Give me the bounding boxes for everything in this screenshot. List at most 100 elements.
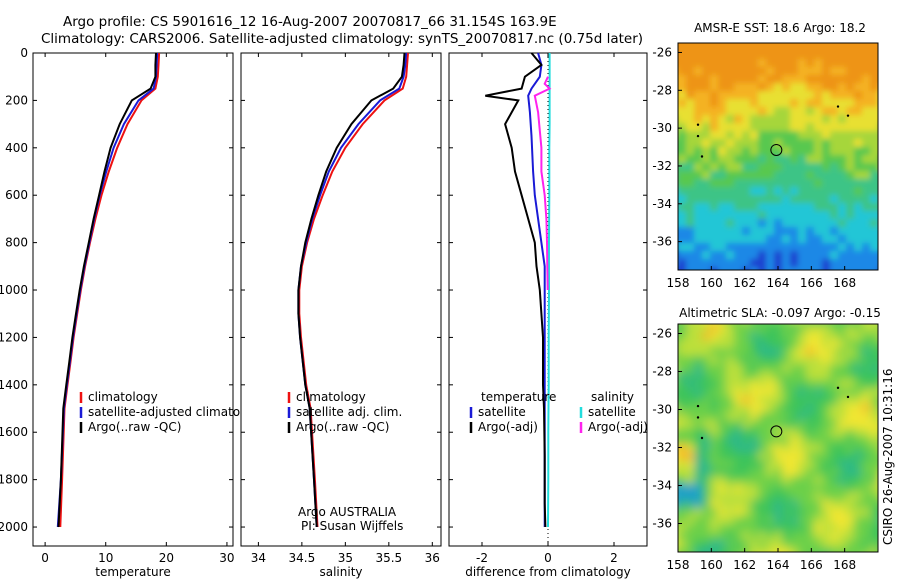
map-cell (862, 444, 871, 453)
map-cell (726, 380, 735, 389)
map-cell (718, 364, 727, 373)
map-cell (742, 540, 751, 549)
map-cell (878, 340, 887, 349)
map-cell (830, 460, 839, 469)
map-cell (870, 59, 878, 68)
map-cell (862, 492, 871, 501)
map-cell (734, 171, 743, 180)
y-tick-label: 1400 (0, 378, 28, 392)
map-cell (742, 259, 751, 268)
map-color-field (678, 324, 887, 552)
map-cell (686, 75, 695, 84)
map-cell (726, 235, 735, 244)
map-cell (702, 203, 711, 212)
map-cell (878, 227, 887, 236)
map-cell (774, 83, 783, 92)
map-cell (718, 460, 727, 469)
map-cell (870, 123, 878, 132)
map-cell (790, 548, 799, 552)
map-cell (734, 412, 743, 421)
map-cell (694, 251, 703, 260)
map-cell (830, 203, 839, 212)
map-cell (814, 532, 823, 541)
map-cell (854, 524, 863, 533)
map-cell (710, 211, 719, 220)
map-cell (830, 428, 839, 437)
map-cell (734, 540, 743, 549)
map-cell (766, 171, 775, 180)
legend-group-title: salinity (591, 390, 634, 404)
map-cell (846, 356, 855, 365)
map-cell (838, 420, 847, 429)
map-cell (726, 251, 735, 260)
map-cell (870, 115, 878, 124)
map-cell (758, 163, 767, 172)
map-cell (710, 155, 719, 164)
map-cell (862, 147, 871, 156)
map-y-tick-label: -28 (652, 83, 672, 97)
map-cell (838, 532, 847, 541)
map-cell (758, 187, 767, 196)
map-cell (734, 83, 743, 92)
map-cell (806, 324, 815, 333)
map-cell (678, 267, 687, 270)
map-cell (758, 468, 767, 477)
map-cell (822, 452, 831, 461)
map-cell (766, 476, 775, 485)
map-cell (838, 51, 847, 60)
map-cell (838, 540, 847, 549)
map-cell (774, 139, 783, 148)
map-cell (814, 396, 823, 405)
figure-title-line1: Argo profile: CS 5901616_12 16-Aug-2007 … (63, 14, 557, 30)
map-cell (838, 259, 847, 268)
map-cell (702, 380, 711, 389)
map-cell (814, 203, 823, 212)
map-cell (766, 195, 775, 204)
map-cell (862, 388, 871, 397)
map-cell (830, 476, 839, 485)
map-cell (774, 251, 783, 260)
map-cell (694, 444, 703, 453)
map-cell (742, 243, 751, 252)
map-cell (702, 243, 711, 252)
map-cell (710, 195, 719, 204)
map-cell (790, 436, 799, 445)
map-cell (822, 67, 831, 76)
map-cell (686, 428, 695, 437)
map-cell (814, 404, 823, 413)
map-cell (686, 412, 695, 421)
map-cell (798, 43, 807, 52)
map-cell (718, 468, 727, 477)
map-cell (686, 548, 695, 552)
map-cell (822, 43, 831, 52)
map-speck (846, 114, 850, 117)
map-cell (790, 51, 799, 60)
map-cell (702, 524, 711, 533)
map-cell (782, 404, 791, 413)
panel-annotation: Argo AUSTRALIA (298, 505, 397, 519)
map-cell (734, 187, 743, 196)
map-cell (718, 171, 727, 180)
map-cell (702, 163, 711, 172)
map-cell (710, 171, 719, 180)
map-x-tick-label: 168 (833, 558, 856, 572)
map-cell (742, 356, 751, 365)
map-cell (742, 227, 751, 236)
map-cell (782, 380, 791, 389)
map-cell (782, 163, 791, 172)
map-cell (838, 211, 847, 220)
y-tick-label: 1200 (0, 330, 28, 344)
y-tick-label: 1600 (0, 425, 28, 439)
map-y-tick-label: -26 (652, 45, 672, 59)
map-cell (774, 508, 783, 517)
map-cell (798, 412, 807, 421)
map-cell (814, 500, 823, 509)
x-tick-label: 10 (98, 551, 113, 565)
map-cell (798, 259, 807, 268)
map-cell (718, 139, 727, 148)
map-cell (742, 420, 751, 429)
map-cell (846, 396, 855, 405)
map-cell (854, 436, 863, 445)
map-cell (822, 548, 831, 552)
map-cell (718, 227, 727, 236)
